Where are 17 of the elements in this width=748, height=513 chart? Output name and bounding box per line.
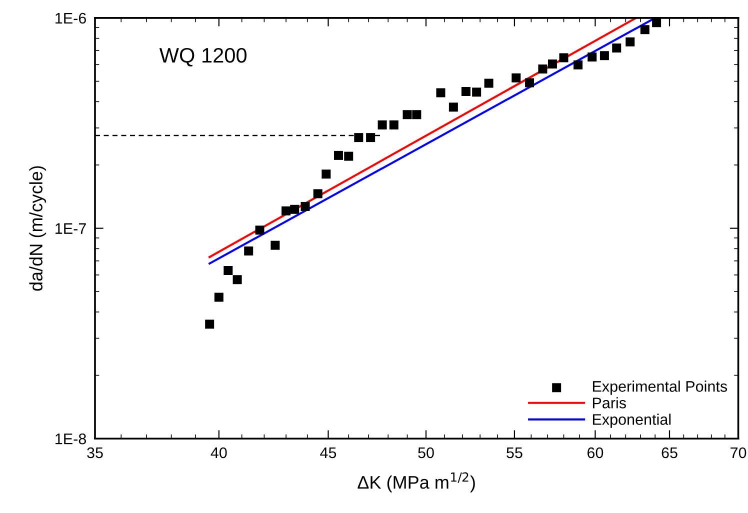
y-tick-label: 1E-6 bbox=[56, 12, 86, 24]
x-tick-label: 65 bbox=[662, 447, 678, 458]
legend-label: Paris bbox=[592, 397, 626, 408]
y-tick-label: 1E-7 bbox=[56, 223, 86, 234]
x-tick-label: 50 bbox=[418, 447, 434, 458]
y-axis-title: da/dN (m/cycle) bbox=[29, 166, 46, 291]
x-tick-label: 40 bbox=[210, 447, 227, 458]
x-tick-label: 45 bbox=[320, 448, 336, 458]
y-tick-label: 1E-8 bbox=[56, 433, 86, 444]
annotation: WQ 1200 bbox=[159, 48, 247, 66]
x-tick-label: 35 bbox=[87, 447, 103, 458]
x-tick-label: 60 bbox=[587, 447, 604, 458]
x-axis-title: ΔK (MPa m$^{1/2}$) bbox=[358, 472, 475, 492]
x-tick-label: 70 bbox=[730, 447, 746, 458]
legend-label: Experimental Points bbox=[592, 380, 728, 395]
legend-label: Exponential bbox=[592, 414, 671, 428]
x-tick-label: 55 bbox=[506, 448, 522, 458]
